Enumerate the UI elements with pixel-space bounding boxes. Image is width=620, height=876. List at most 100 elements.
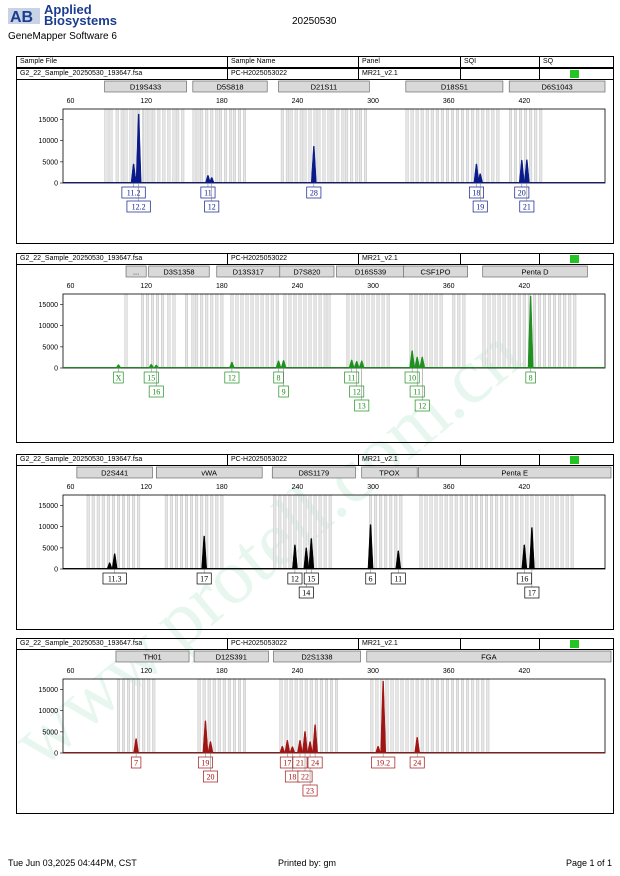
allele-call-label: 11 [394,575,402,584]
marker-label: FGA [481,653,496,662]
allele-bin [238,108,241,184]
allele-bin [395,678,399,754]
y-tick-label: 5000 [42,344,58,351]
allele-bin [471,108,475,184]
allele-bin [323,494,327,570]
allele-bin [410,108,414,184]
peak [135,113,142,184]
peak [380,680,387,754]
allele-bin [278,494,282,570]
allele-call-label: 24 [311,759,319,768]
marker-label: D6S1043 [541,83,572,92]
allele-bin [452,293,456,369]
allele-bin [157,108,161,184]
allele-bin [324,678,328,754]
allele-bin [280,108,284,184]
allele-bin [476,678,480,754]
x-tick-label: 180 [216,484,228,491]
allele-call-box [126,200,151,213]
allele-bin [275,293,279,369]
allele-bin [459,494,463,570]
x-tick-label: 300 [367,484,379,491]
electropherogram-panel-blue: G2_22_Sample_20250530_193647.fsa PC-H202… [16,68,614,244]
allele-bin [152,678,156,754]
page-number: Page 1 of 1 [566,858,613,868]
peak [521,544,528,570]
allele-call-box [349,385,365,398]
marker-label: D7S820 [293,268,320,277]
allele-bin [491,108,495,184]
peak [303,547,310,570]
sample-name: PC-H2025053022 [231,640,288,647]
brand-name: Applied Biosystems [44,3,117,27]
allele-call-label: 12 [228,374,236,383]
allele-bin [500,494,504,570]
allele-bin [486,108,490,184]
y-tick-label: 5000 [42,159,58,166]
peak [419,356,426,369]
allele-bin [445,108,449,184]
marker-label: D19S433 [130,83,161,92]
allele-bin [192,108,196,184]
allele-bin [449,494,453,570]
allele-call-label: 14 [302,589,310,598]
allele-bin [91,494,95,570]
y-tick-label: 0 [54,366,58,373]
allele-bin [227,678,231,754]
x-tick-label: 120 [140,484,152,491]
peak [310,145,317,184]
allele-call-label: 21 [523,203,531,212]
allele-call-label: 22 [301,773,309,782]
allele-bin [303,108,307,184]
sample-info-line: G2_22_Sample_20250530_193647.fsa PC-H202… [17,639,613,650]
allele-bin [191,293,195,369]
allele-call-box [287,572,303,585]
allele-bin [379,494,383,570]
marker-label: D8S1179 [298,469,329,478]
allele-call-label: 12 [208,203,216,212]
allele-bin [558,293,562,369]
peak [207,741,214,754]
allele-bin [389,494,393,570]
allele-bin [217,678,221,754]
allele-bin [122,494,125,570]
allele-bin [550,494,554,570]
peak [409,350,416,369]
allele-call-box [472,200,488,213]
allele-bin [410,678,414,754]
x-tick-label: 180 [216,668,228,675]
allele-bin [319,678,323,754]
allele-call-box [409,756,425,769]
allele-call-box [516,572,532,585]
allele-call-box [200,186,216,199]
sample-name: PC-H2025053022 [231,70,288,77]
printed-by: Printed by: gm [278,858,337,868]
allele-call-box [298,586,314,599]
allele-call-label: 8 [529,374,533,383]
allele-bin [288,293,292,369]
allele-bin [219,108,223,184]
marker-label: TH01 [143,653,161,662]
marker-label: Penta D [521,268,549,277]
allele-bin [220,293,224,369]
marker-label: D18S51 [441,83,468,92]
peak [208,177,215,184]
allele-bin [215,494,219,570]
run-date: 20250530 [292,16,337,27]
allele-bin [205,108,209,184]
allele-bin [176,108,180,184]
x-tick-label: 60 [67,98,75,105]
peak [518,159,525,184]
svg-text:AB: AB [10,9,33,26]
allele-call-label: 20 [518,189,526,198]
y-tick-label: 15000 [39,687,59,694]
peak [353,360,360,369]
allele-bin [522,293,526,369]
allele-bin [220,494,224,570]
allele-call-label: 7 [134,759,138,768]
allele-call-box [519,200,535,213]
allele-call-box [203,770,218,783]
allele-call-label: 15 [307,575,315,584]
allele-bin [172,293,176,369]
